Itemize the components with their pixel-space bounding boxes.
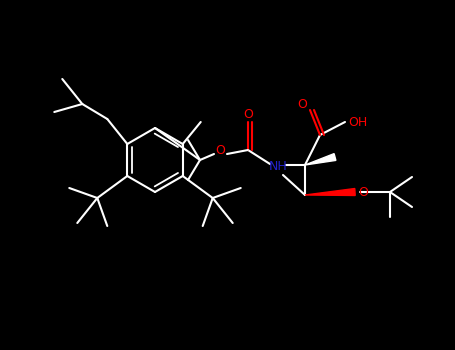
Text: OH: OH (349, 116, 368, 128)
Text: NH: NH (268, 161, 288, 174)
Text: O: O (358, 186, 368, 198)
Polygon shape (305, 189, 355, 196)
Text: O: O (215, 145, 225, 158)
Text: O: O (243, 107, 253, 120)
Polygon shape (305, 154, 336, 165)
Text: O: O (297, 98, 307, 112)
